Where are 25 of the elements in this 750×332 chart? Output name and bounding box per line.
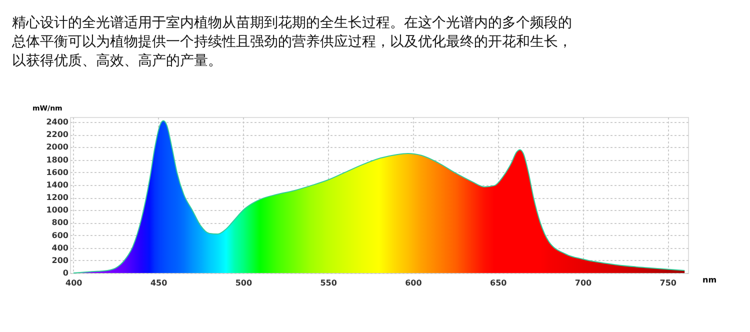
y-tick-label: 0 [62, 268, 69, 278]
y-tick-label: 200 [52, 256, 69, 265]
text: 精心设计的全光谱适用于室内植物从苗期到花期的全生长过程。在这个光谱内的多个频段的 [12, 15, 572, 31]
x-tick-label: 400 [66, 278, 83, 288]
y-tick-label: 1200 [46, 193, 69, 202]
x-tick-label: 750 [660, 278, 677, 288]
x-tick-label: 650 [490, 278, 508, 288]
y-tick-label: 2200 [46, 130, 69, 140]
y-tick-label: 1600 [46, 168, 69, 177]
x-tick-label: 450 [150, 278, 168, 288]
y-tick-label: 400 [52, 243, 69, 252]
x-tick-label: 600 [405, 278, 422, 288]
x-axis-title: nm [702, 276, 717, 284]
y-tick-label: 2000 [46, 142, 69, 152]
x-tick-label: 550 [320, 278, 338, 288]
y-tick-label: 800 [52, 218, 69, 228]
y-tick-label: 1000 [46, 206, 69, 215]
x-tick-label: 700 [574, 278, 592, 288]
text: 以获得优质、高效、高产的产量。 [12, 53, 222, 69]
y-tick-label: 2400 [46, 118, 69, 127]
y-tick-label: 600 [52, 230, 69, 240]
text: 总体平衡可以为植物提供一个持续性且强劲的营养供应过程，以及优化最终的开花和生长， [12, 34, 572, 50]
x-tick-label: 500 [235, 278, 252, 288]
y-tick-label: 1400 [46, 180, 69, 190]
y-tick-label: 1800 [46, 155, 69, 164]
